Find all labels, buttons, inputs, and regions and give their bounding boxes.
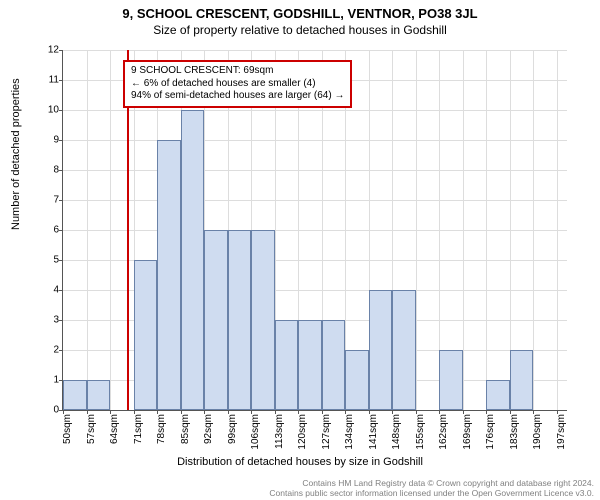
y-tick-label: 8 xyxy=(19,165,59,176)
y-tick-mark xyxy=(59,80,63,81)
gridline-horizontal xyxy=(63,170,567,171)
gridline-vertical xyxy=(110,50,111,410)
x-tick-label: 197sqm xyxy=(556,414,567,454)
y-tick-label: 2 xyxy=(19,345,59,356)
histogram-bar xyxy=(510,350,534,410)
x-tick-label: 155sqm xyxy=(415,414,426,454)
y-tick-mark xyxy=(59,140,63,141)
histogram-bar xyxy=(486,380,510,410)
y-tick-mark xyxy=(59,260,63,261)
x-tick-label: 50sqm xyxy=(62,414,73,454)
x-tick-label: 57sqm xyxy=(86,414,97,454)
histogram-bar xyxy=(298,320,322,410)
histogram-bar xyxy=(275,320,299,410)
y-tick-mark xyxy=(59,200,63,201)
histogram-bar xyxy=(204,230,228,410)
y-tick-label: 7 xyxy=(19,195,59,206)
y-tick-mark xyxy=(59,290,63,291)
y-axis-label: Number of detached properties xyxy=(10,78,22,230)
gridline-vertical xyxy=(486,50,487,410)
x-tick-label: 92sqm xyxy=(203,414,214,454)
y-tick-label: 5 xyxy=(19,255,59,266)
y-tick-label: 12 xyxy=(19,45,59,56)
footer-credits: Contains HM Land Registry data © Crown c… xyxy=(269,478,594,498)
y-tick-label: 10 xyxy=(19,105,59,116)
gridline-horizontal xyxy=(63,140,567,141)
x-tick-label: 183sqm xyxy=(509,414,520,454)
y-tick-mark xyxy=(59,170,63,171)
histogram-bar xyxy=(439,350,463,410)
plot-area: 012345678910111250sqm57sqm64sqm71sqm78sq… xyxy=(62,50,567,411)
x-tick-label: 113sqm xyxy=(274,414,285,454)
histogram-bar xyxy=(157,140,181,410)
y-tick-label: 1 xyxy=(19,375,59,386)
page-title: 9, SCHOOL CRESCENT, GODSHILL, VENTNOR, P… xyxy=(0,0,600,21)
y-tick-mark xyxy=(59,230,63,231)
y-tick-label: 6 xyxy=(19,225,59,236)
histogram-bar xyxy=(134,260,158,410)
footer-line-1: Contains HM Land Registry data © Crown c… xyxy=(269,478,594,488)
x-tick-label: 71sqm xyxy=(133,414,144,454)
info-box: 9 SCHOOL CRESCENT: 69sqm← 6% of detached… xyxy=(123,60,352,108)
x-tick-label: 148sqm xyxy=(391,414,402,454)
histogram-bar xyxy=(369,290,393,410)
histogram-bar xyxy=(87,380,111,410)
x-tick-label: 141sqm xyxy=(368,414,379,454)
y-tick-mark xyxy=(59,350,63,351)
x-tick-label: 190sqm xyxy=(532,414,543,454)
x-tick-label: 85sqm xyxy=(180,414,191,454)
info-box-line-2: ← 6% of detached houses are smaller (4) xyxy=(131,78,344,91)
histogram-chart: 012345678910111250sqm57sqm64sqm71sqm78sq… xyxy=(62,50,566,410)
y-tick-label: 9 xyxy=(19,135,59,146)
gridline-vertical xyxy=(87,50,88,410)
histogram-bar xyxy=(322,320,346,410)
histogram-bar xyxy=(181,110,205,410)
gridline-horizontal xyxy=(63,110,567,111)
x-tick-label: 106sqm xyxy=(250,414,261,454)
info-box-line-3: 94% of semi-detached houses are larger (… xyxy=(131,90,344,103)
y-tick-mark xyxy=(59,320,63,321)
x-tick-label: 169sqm xyxy=(462,414,473,454)
gridline-horizontal xyxy=(63,50,567,51)
gridline-horizontal xyxy=(63,200,567,201)
y-tick-label: 4 xyxy=(19,285,59,296)
x-tick-label: 99sqm xyxy=(227,414,238,454)
x-tick-label: 78sqm xyxy=(156,414,167,454)
gridline-vertical xyxy=(533,50,534,410)
gridline-horizontal xyxy=(63,230,567,231)
histogram-bar xyxy=(345,350,369,410)
x-tick-label: 127sqm xyxy=(321,414,332,454)
y-tick-mark xyxy=(59,50,63,51)
y-tick-label: 0 xyxy=(19,405,59,416)
y-tick-label: 3 xyxy=(19,315,59,326)
gridline-vertical xyxy=(463,50,464,410)
gridline-vertical xyxy=(416,50,417,410)
x-tick-label: 176sqm xyxy=(485,414,496,454)
footer-line-2: Contains public sector information licen… xyxy=(269,488,594,498)
x-tick-label: 64sqm xyxy=(109,414,120,454)
histogram-bar xyxy=(392,290,416,410)
histogram-bar xyxy=(63,380,87,410)
page-subtitle: Size of property relative to detached ho… xyxy=(0,21,600,37)
x-axis-label: Distribution of detached houses by size … xyxy=(0,456,600,468)
histogram-bar xyxy=(228,230,252,410)
x-tick-label: 134sqm xyxy=(344,414,355,454)
y-tick-label: 11 xyxy=(19,75,59,86)
histogram-bar xyxy=(251,230,275,410)
y-tick-mark xyxy=(59,110,63,111)
x-tick-label: 120sqm xyxy=(297,414,308,454)
gridline-vertical xyxy=(557,50,558,410)
x-tick-label: 162sqm xyxy=(438,414,449,454)
info-box-line-1: 9 SCHOOL CRESCENT: 69sqm xyxy=(131,65,344,78)
